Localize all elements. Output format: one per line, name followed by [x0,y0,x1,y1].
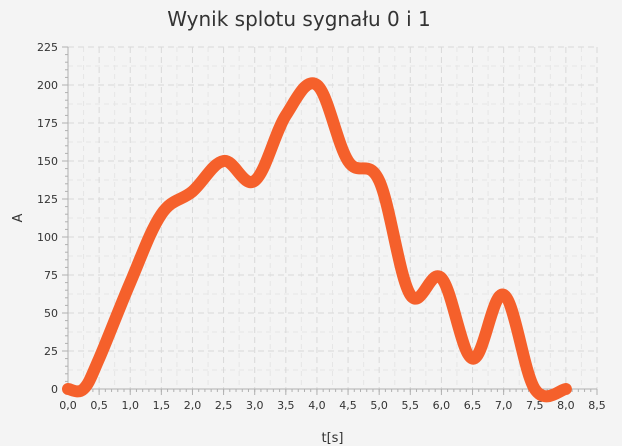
x-tick-label: 5,5 [402,399,420,412]
x-tick-label: 6,0 [433,399,451,412]
chart-title: Wynik splotu sygnału 0 i 1 [167,7,431,31]
x-tick-label: 0,0 [59,399,77,412]
x-tick-label: 4,5 [339,399,357,412]
x-tick-label: 6,5 [464,399,482,412]
y-tick-label: 75 [44,269,58,282]
x-tick-label: 3,0 [246,399,264,412]
x-tick-label: 5,0 [370,399,388,412]
y-tick-label: 225 [37,41,58,54]
x-tick-label: 1,5 [153,399,171,412]
y-tick-label: 25 [44,345,58,358]
x-tick-label: 2,5 [215,399,233,412]
y-axis-label: A [11,213,26,222]
y-tick-label: 100 [37,231,58,244]
y-tick-label: 0 [51,383,58,396]
x-tick-label: 4,0 [308,399,326,412]
x-tick-label: 1,0 [121,399,139,412]
x-tick-label: 7,5 [526,399,544,412]
y-tick-label: 125 [37,193,58,206]
x-axis-label: t[s] [321,431,343,446]
series-line-0 [62,77,572,403]
x-tick-label: 8,0 [557,399,575,412]
x-tick-label: 3,5 [277,399,295,412]
y-tick-label: 150 [37,155,58,168]
x-tick-label: 2,0 [184,399,202,412]
y-tick-label: 175 [37,117,58,130]
x-tick-label: 0,5 [90,399,108,412]
y-tick-label: 50 [44,307,58,320]
x-tick-label: 7,0 [495,399,513,412]
y-tick-label: 200 [37,79,58,92]
x-tick-label: 8,5 [588,399,606,412]
